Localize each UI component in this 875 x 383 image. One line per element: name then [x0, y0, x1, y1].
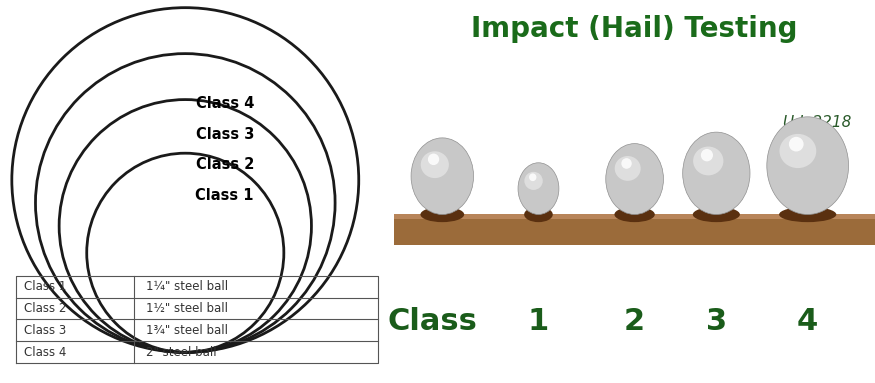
Text: 1¾" steel ball: 1¾" steel ball	[146, 324, 228, 337]
Bar	[395, 214, 875, 219]
Text: Class 2: Class 2	[24, 302, 66, 315]
Text: 2: 2	[624, 307, 645, 336]
Text: U L 2218: U L 2218	[783, 115, 851, 130]
Ellipse shape	[420, 207, 464, 222]
Ellipse shape	[614, 207, 654, 222]
Ellipse shape	[606, 144, 663, 214]
Ellipse shape	[524, 172, 542, 190]
Text: 3: 3	[706, 307, 727, 336]
Ellipse shape	[779, 207, 836, 222]
Ellipse shape	[766, 117, 849, 214]
Ellipse shape	[682, 132, 750, 214]
Ellipse shape	[428, 154, 439, 165]
Ellipse shape	[621, 158, 632, 169]
Ellipse shape	[693, 207, 740, 222]
Ellipse shape	[615, 156, 640, 181]
Text: Class 1: Class 1	[195, 188, 254, 203]
Ellipse shape	[701, 149, 713, 161]
Text: Class: Class	[388, 307, 478, 336]
Ellipse shape	[411, 138, 473, 214]
Ellipse shape	[789, 137, 803, 152]
Ellipse shape	[518, 163, 559, 214]
Bar	[395, 214, 875, 245]
Ellipse shape	[421, 151, 449, 178]
Text: 1¼" steel ball: 1¼" steel ball	[146, 280, 228, 293]
Text: Class 3: Class 3	[24, 324, 66, 337]
Ellipse shape	[780, 134, 816, 168]
Text: 1: 1	[528, 307, 550, 336]
Ellipse shape	[524, 207, 553, 222]
Text: Class 4: Class 4	[24, 346, 66, 358]
Ellipse shape	[693, 147, 724, 175]
Text: 1½" steel ball: 1½" steel ball	[146, 302, 228, 315]
Text: 4: 4	[797, 307, 818, 336]
Text: 2" steel ball: 2" steel ball	[146, 346, 216, 358]
Text: Class 2: Class 2	[195, 157, 254, 172]
Text: Class 4: Class 4	[195, 96, 254, 111]
Text: Class 1: Class 1	[24, 280, 66, 293]
Text: Class 3: Class 3	[195, 126, 254, 142]
Text: Impact (Hail) Testing: Impact (Hail) Testing	[472, 15, 798, 43]
Ellipse shape	[529, 173, 536, 181]
